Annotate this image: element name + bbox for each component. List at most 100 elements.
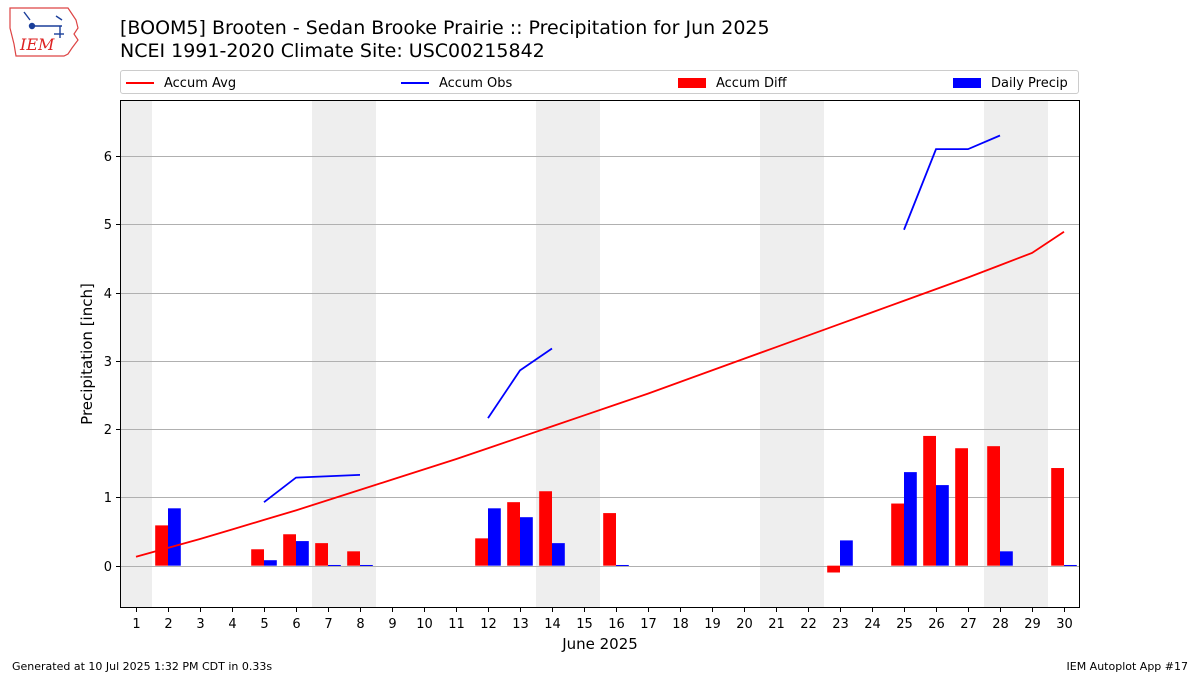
legend-label-accum-obs: Accum Obs — [439, 75, 513, 91]
legend-item-accum-diff: Accum Diff — [678, 74, 787, 92]
x-tick-label-2: 2 — [164, 617, 172, 632]
accum-diff-bar-day-23 — [827, 565, 840, 573]
weather-instrument-icon — [23, 11, 64, 38]
y-tick-label-0: 0 — [104, 560, 112, 575]
legend-label-accum-avg: Accum Avg — [164, 75, 237, 91]
accum-diff-bar-day-8 — [347, 551, 360, 566]
x-tick-label-5: 5 — [260, 617, 268, 632]
daily-precip-bar-day-30 — [1064, 564, 1077, 566]
daily-precip-bar-day-23 — [840, 540, 853, 566]
daily-precip-bar-day-6 — [296, 541, 309, 566]
y-tick-label-4: 4 — [104, 287, 112, 302]
accum-diff-bar-day-12 — [475, 538, 488, 566]
iem-logo: IEM — [9, 7, 79, 57]
accum-diff-bar-day-30 — [1051, 468, 1064, 566]
x-tick-label-1: 1 — [132, 617, 140, 632]
x-axis-label: June 2025 — [561, 635, 638, 653]
chart-title: [BOOM5] Brooten - Sedan Brooke Prairie :… — [120, 17, 770, 39]
chart-legend: Accum Avg Accum Obs Accum Diff Daily Pre… — [120, 70, 1079, 94]
accum-obs-line-segment-2 — [487, 347, 553, 419]
accum-diff-bar-day-7 — [315, 543, 328, 566]
x-tick-label-22: 22 — [800, 617, 817, 632]
accum-diff-bar-day-26 — [923, 435, 936, 566]
accum-diff-bar-day-2 — [155, 525, 168, 566]
x-tick-label-21: 21 — [768, 617, 785, 632]
daily-precip-bar-day-7 — [328, 564, 341, 566]
accum-avg-line — [135, 231, 1065, 558]
x-tick-label-14: 14 — [544, 617, 561, 632]
x-tick-label-23: 23 — [832, 617, 849, 632]
y-tick-label-1: 1 — [104, 491, 112, 506]
x-tick-label-18: 18 — [672, 617, 689, 632]
x-tick-label-15: 15 — [576, 617, 593, 632]
x-tick-label-28: 28 — [992, 617, 1009, 632]
x-tick-label-30: 30 — [1056, 617, 1073, 632]
y-axis-label: Precipitation [inch] — [78, 283, 96, 425]
accum-obs-line-segment-3 — [903, 134, 1001, 231]
accum-diff-bar-day-25 — [891, 503, 904, 566]
x-tick-label-6: 6 — [292, 617, 300, 632]
x-tick-label-17: 17 — [640, 617, 657, 632]
footer-app-note: IEM Autoplot App #17 — [1066, 660, 1189, 673]
daily-precip-bar-day-8 — [360, 564, 373, 566]
legend-item-accum-avg: Accum Avg — [126, 74, 236, 92]
accum-diff-bar-day-14 — [539, 491, 552, 566]
daily-precip-bar-day-26 — [936, 485, 949, 566]
x-tick-label-19: 19 — [704, 617, 721, 632]
x-tick-label-4: 4 — [228, 617, 236, 632]
accum-obs-line-segment-1 — [263, 473, 361, 503]
legend-label-daily-precip: Daily Precip — [991, 75, 1068, 91]
accum-diff-bar-day-27 — [955, 448, 968, 566]
weekend-band-day-7 — [312, 100, 344, 608]
x-tick-label-27: 27 — [960, 617, 977, 632]
daily-precip-bar-day-13 — [520, 517, 533, 566]
accum-diff-bar-day-13 — [507, 502, 520, 566]
logo-text: IEM — [19, 35, 55, 54]
plot-frame — [120, 100, 1080, 608]
daily-precip-bar-day-14 — [552, 543, 565, 566]
legend-label-accum-diff: Accum Diff — [716, 75, 787, 91]
x-tick-label-7: 7 — [324, 617, 332, 632]
daily-precip-bar-day-5 — [264, 560, 277, 566]
y-tick-label-6: 6 — [104, 150, 112, 165]
x-tick-label-8: 8 — [356, 617, 364, 632]
x-tick-label-16: 16 — [608, 617, 625, 632]
footer-generated-note: Generated at 10 Jul 2025 1:32 PM CDT in … — [12, 660, 273, 673]
daily-precip-bar-day-2 — [168, 508, 181, 566]
y-tick-label-3: 3 — [104, 355, 112, 370]
x-tick-label-20: 20 — [736, 617, 753, 632]
x-tick-label-29: 29 — [1024, 617, 1041, 632]
weekend-band-day-1 — [120, 100, 152, 608]
x-tick-label-24: 24 — [864, 617, 881, 632]
legend-swatch-accum-obs — [401, 82, 429, 84]
legend-item-accum-obs: Accum Obs — [401, 74, 512, 92]
x-tick-label-25: 25 — [896, 617, 913, 632]
legend-item-daily-precip: Daily Precip — [953, 74, 1068, 92]
weekend-band-day-21 — [760, 100, 792, 608]
x-tick-label-26: 26 — [928, 617, 945, 632]
daily-precip-bar-day-28 — [1000, 551, 1013, 566]
legend-swatch-accum-avg — [126, 82, 154, 84]
x-tick-label-11: 11 — [448, 617, 465, 632]
accum-diff-bar-day-6 — [283, 534, 296, 566]
x-tick-label-12: 12 — [480, 617, 497, 632]
accum-diff-bar-day-28 — [987, 446, 1000, 566]
x-tick-label-9: 9 — [388, 617, 396, 632]
weekend-band-day-29 — [1016, 100, 1048, 608]
daily-precip-bar-day-12 — [488, 508, 501, 566]
y-tick-label-5: 5 — [104, 218, 112, 233]
weekend-band-day-15 — [568, 100, 600, 608]
chart-subtitle: NCEI 1991-2020 Climate Site: USC00215842 — [120, 40, 545, 62]
iowa-state-outline — [9, 7, 79, 57]
x-tick-label-10: 10 — [416, 617, 433, 632]
daily-precip-bar-day-16 — [616, 564, 629, 566]
y-tick-label-2: 2 — [104, 423, 112, 438]
accum-diff-bar-day-5 — [251, 549, 264, 566]
weekend-band-day-8 — [344, 100, 376, 608]
x-tick-label-13: 13 — [512, 617, 529, 632]
x-tick-label-3: 3 — [196, 617, 204, 632]
weekend-band-day-22 — [792, 100, 824, 608]
legend-swatch-daily-precip — [953, 78, 981, 88]
daily-precip-bar-day-25 — [904, 472, 917, 566]
